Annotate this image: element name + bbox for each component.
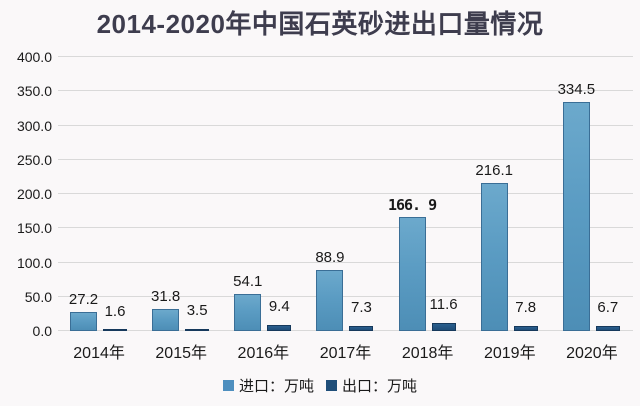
bar-export-2018年 bbox=[431, 323, 456, 331]
y-tick-label: 100.0 bbox=[16, 254, 52, 271]
bar-import-2017年 bbox=[316, 270, 344, 331]
gridline bbox=[58, 330, 633, 331]
bar-export-2016年 bbox=[267, 324, 292, 331]
bar-import-2014年 bbox=[70, 312, 97, 331]
data-label-export-2020年: 6.7 bbox=[597, 299, 619, 317]
data-label-import-2015年: 31.8 bbox=[151, 288, 181, 306]
gridline bbox=[58, 261, 633, 263]
bar-import-2015年 bbox=[152, 309, 180, 331]
data-label-import-2016年: 54.1 bbox=[233, 272, 263, 290]
x-tick-label-2020年: 2020年 bbox=[566, 345, 618, 362]
bar-export-2019年 bbox=[513, 325, 538, 331]
y-tick-label: 250.0 bbox=[16, 151, 52, 168]
x-tick-label-2016年: 2016年 bbox=[237, 345, 290, 362]
y-tick-label: 0.0 bbox=[32, 323, 52, 339]
data-label-import-2014年: 27.2 bbox=[68, 291, 99, 309]
gridline bbox=[58, 124, 633, 126]
data-label-export-2014年: 1.6 bbox=[104, 302, 126, 320]
x-tick-label-2019年: 2019年 bbox=[483, 345, 536, 362]
data-label-export-2017年: 7.3 bbox=[350, 299, 372, 316]
bar-export-2017年 bbox=[349, 326, 374, 331]
gridline bbox=[58, 90, 633, 92]
legend-swatch-import-icon bbox=[222, 380, 234, 391]
chart-title: 2014-2020年中国石英砂进出口量情况 bbox=[96, 9, 544, 39]
y-tick-label: 50.0 bbox=[24, 288, 52, 305]
x-axis: 2014年 2015年 2016年 2017年 2018年 2019年 2020年 bbox=[58, 339, 633, 362]
y-tick-label: 400.0 bbox=[16, 49, 52, 65]
data-label-export-2019年: 7.8 bbox=[515, 298, 537, 316]
legend-item-export: 出口：万吨 bbox=[326, 375, 417, 396]
x-tick-label-2015年: 2015年 bbox=[155, 345, 208, 362]
legend-swatch-export-icon bbox=[326, 380, 337, 391]
bar-export-2014年 bbox=[103, 329, 127, 331]
legend-label-export: 出口：万吨 bbox=[342, 378, 418, 395]
data-label-import-2020年: 334.5 bbox=[557, 80, 596, 98]
data-label-export-2016年: 9.4 bbox=[268, 297, 290, 315]
gridline bbox=[58, 227, 633, 229]
plot-area: 27.2 1.6 31.8 3.5 54.1 9.4 88.9 7.3 166. 9 11.6 21… bbox=[58, 56, 633, 331]
x-tick-label-2018年: 2018年 bbox=[401, 345, 454, 362]
y-tick-label: 150.0 bbox=[16, 220, 52, 237]
bar-import-2016年 bbox=[234, 293, 262, 331]
data-label-import-2017年: 88.9 bbox=[315, 249, 345, 267]
data-label-import-2018年: 166. 9 bbox=[387, 195, 437, 214]
legend-item-import: 进口：万吨 bbox=[222, 375, 314, 396]
gridline bbox=[58, 158, 633, 160]
y-tick-label: 300.0 bbox=[16, 117, 52, 134]
y-tick-label: 200.0 bbox=[16, 186, 52, 202]
bar-export-2020年 bbox=[595, 326, 620, 331]
legend: 进口：万吨 出口：万吨 bbox=[0, 375, 640, 396]
x-tick-label-2017年: 2017年 bbox=[319, 345, 372, 362]
data-label-import-2019年: 216.1 bbox=[475, 161, 513, 179]
gridline bbox=[58, 193, 633, 194]
bar-import-2019年 bbox=[480, 182, 508, 331]
data-label-export-2018年: 11.6 bbox=[429, 296, 458, 314]
bar-import-2020年 bbox=[562, 101, 590, 331]
bar-export-2015年 bbox=[185, 328, 210, 331]
gridline bbox=[58, 56, 633, 57]
y-axis: 0.0 50.0 100.0 150.0 200.0 250.0 300.0 350.0 400… bbox=[0, 50, 52, 338]
data-label-export-2015年: 3.5 bbox=[186, 301, 208, 319]
y-tick-label: 350.0 bbox=[16, 83, 52, 100]
legend-label-import: 进口：万吨 bbox=[238, 378, 314, 395]
bar-import-2018年 bbox=[398, 216, 426, 331]
gridline bbox=[58, 295, 633, 297]
x-tick-label-2014年: 2014年 bbox=[73, 345, 125, 362]
